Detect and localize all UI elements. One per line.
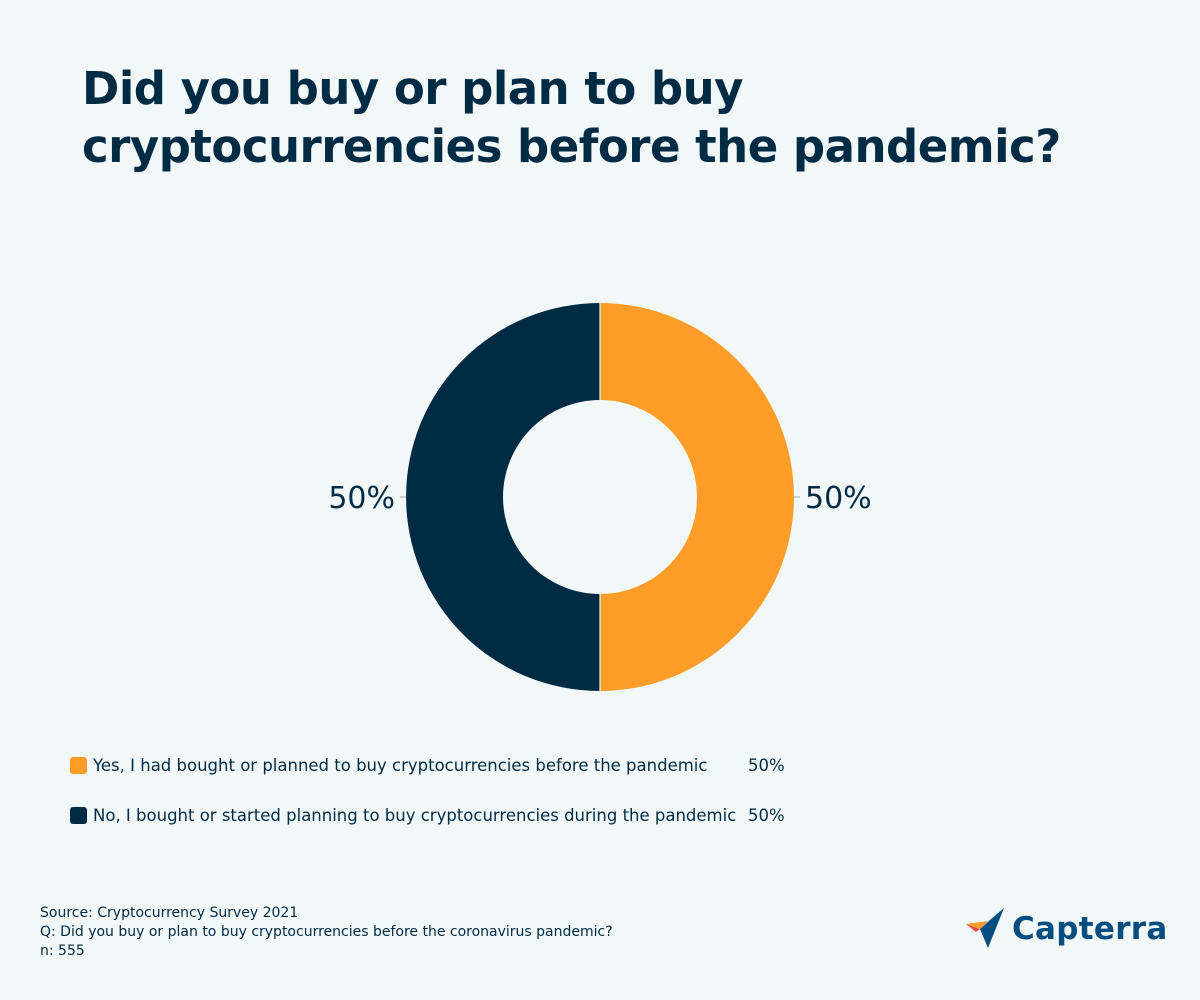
legend-swatch-yes (70, 756, 87, 774)
legend-value: 50% (748, 805, 785, 825)
legend-item-no: No, I bought or started planning to buy … (70, 802, 785, 828)
chart-legend: Yes, I had bought or planned to buy cryp… (70, 752, 785, 852)
question-text: Q: Did you buy or plan to buy cryptocurr… (40, 924, 613, 940)
footer-notes: Source: Cryptocurrency Survey 2021 Q: Di… (40, 904, 613, 961)
source-text: Source: Cryptocurrency Survey 2021 (40, 905, 299, 921)
legend-swatch-no (70, 806, 87, 824)
legend-value: 50% (748, 755, 785, 775)
slice-yes (600, 303, 794, 691)
sample-size-text: n: 555 (40, 943, 85, 959)
slice-no (406, 303, 600, 691)
logo-text: Capterra (1012, 911, 1168, 947)
slice-label-yes: 50% (805, 481, 872, 516)
legend-item-yes: Yes, I had bought or planned to buy cryp… (70, 752, 785, 778)
capterra-logo: Capterra (966, 908, 1168, 950)
legend-label: No, I bought or started planning to buy … (93, 805, 737, 825)
capterra-arrow-icon (966, 908, 1004, 948)
slice-label-no: 50% (328, 481, 395, 516)
chart-title: Did you buy or plan to buy cryptocurrenc… (82, 62, 1061, 173)
legend-label: Yes, I had bought or planned to buy cryp… (93, 755, 708, 775)
